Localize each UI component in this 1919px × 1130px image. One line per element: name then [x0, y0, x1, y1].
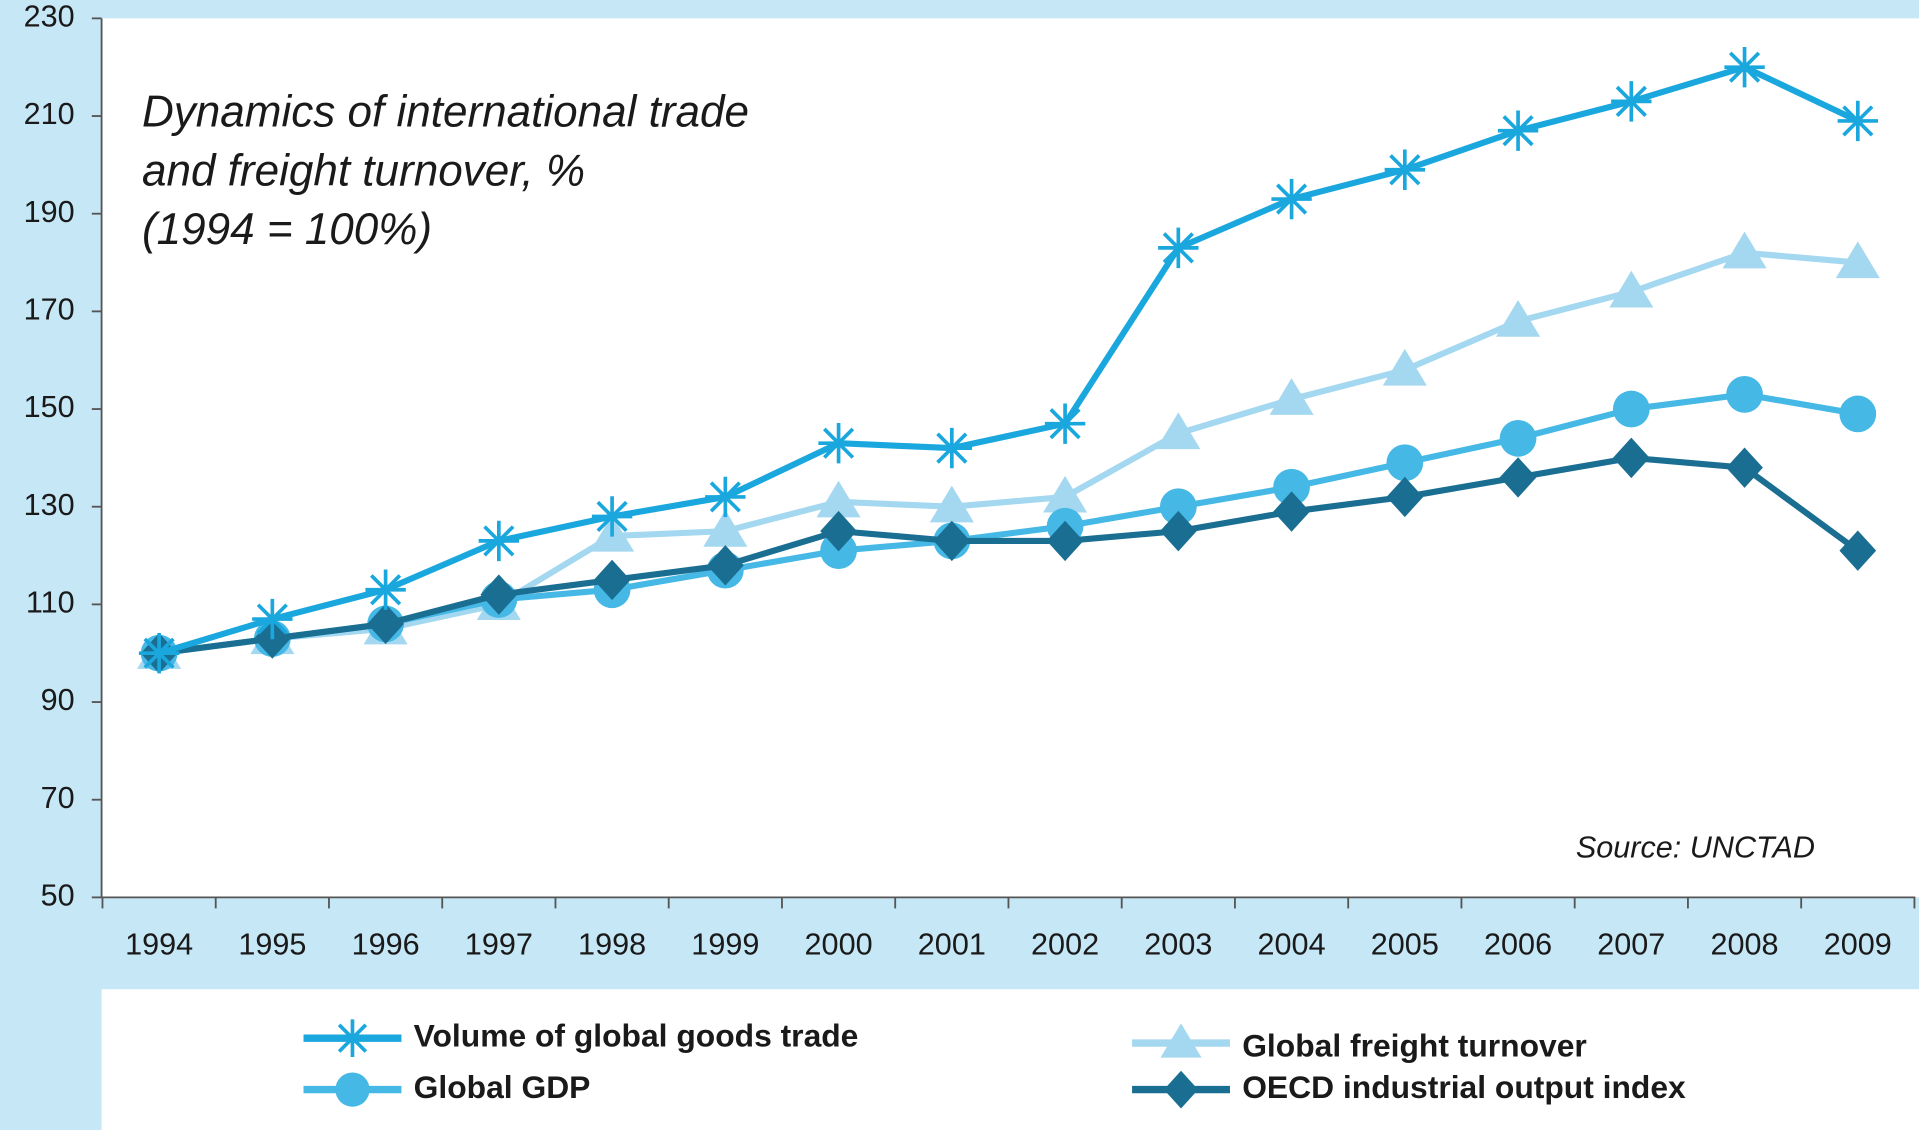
legend-label: OECD industrial output index	[1242, 1069, 1686, 1105]
y-tick-label: 210	[24, 97, 75, 131]
marker	[1273, 468, 1310, 506]
series-line	[158, 249, 1859, 657]
legend-label: Global GDP	[414, 1069, 591, 1105]
marker	[1497, 110, 1539, 151]
series-line	[158, 454, 1860, 657]
marker	[367, 603, 404, 645]
x-tick-label: 2002	[1031, 927, 1099, 961]
marker	[1386, 444, 1424, 482]
marker	[1609, 270, 1654, 308]
y-tick-label: 50	[41, 878, 75, 912]
marker	[706, 545, 744, 586]
marker	[1271, 178, 1312, 220]
marker	[1611, 81, 1652, 122]
x-tick-label: 1999	[691, 927, 759, 961]
y-tick-label: 110	[26, 585, 75, 619]
x-tick-label: 2005	[1371, 927, 1439, 961]
chart-title: Dynamics of international trade	[142, 88, 749, 137]
marker	[1273, 491, 1310, 532]
marker	[335, 1072, 370, 1107]
marker	[138, 633, 180, 674]
x-tick-label: 2007	[1597, 927, 1665, 961]
y-tick-label: 150	[24, 390, 75, 424]
x-tick-label: 1996	[352, 927, 420, 961]
marker	[818, 423, 859, 464]
marker	[333, 1019, 372, 1058]
x-tick-label: 1994	[125, 927, 193, 961]
marker	[1043, 475, 1088, 513]
x-tick-label: 2009	[1824, 927, 1892, 961]
marker	[1835, 241, 1880, 279]
chart-title: (1994 = 100%)	[142, 205, 432, 254]
marker	[931, 427, 973, 469]
y-tick-label: 170	[24, 292, 75, 326]
marker	[933, 520, 971, 562]
marker	[1724, 46, 1765, 88]
marker	[1382, 348, 1427, 386]
y-tick-label: 130	[24, 488, 75, 522]
marker	[593, 559, 631, 601]
marker	[1044, 403, 1086, 444]
chart-title: and freight turnover, %	[142, 146, 585, 195]
marker	[1384, 149, 1426, 190]
marker	[816, 480, 861, 518]
marker	[1839, 395, 1877, 433]
legend-label: Global freight turnover	[1242, 1027, 1587, 1063]
legend-box	[101, 989, 1919, 1130]
marker	[1269, 378, 1314, 415]
marker	[1160, 1023, 1202, 1058]
marker	[1726, 376, 1763, 413]
x-tick-label: 2000	[805, 927, 873, 961]
y-tick-label: 230	[24, 0, 75, 33]
marker	[591, 496, 633, 537]
x-tick-label: 1997	[465, 927, 533, 961]
x-tick-label: 2001	[918, 927, 986, 961]
marker	[1158, 227, 1199, 269]
marker	[705, 476, 746, 518]
marker	[1499, 457, 1537, 498]
y-tick-label: 90	[41, 683, 75, 717]
marker	[478, 520, 520, 562]
series-line	[158, 64, 1860, 657]
marker	[1156, 412, 1201, 450]
marker	[365, 569, 406, 610]
marker	[929, 485, 974, 523]
marker	[1722, 231, 1767, 269]
marker	[1726, 447, 1763, 488]
marker	[1496, 300, 1541, 337]
marker	[480, 574, 518, 615]
x-tick-label: 2003	[1144, 927, 1212, 961]
x-tick-label: 2008	[1711, 927, 1779, 961]
marker	[1499, 419, 1537, 457]
source-note: Source: UNCTAD	[1576, 831, 1815, 865]
marker	[1837, 100, 1879, 142]
y-tick-label: 70	[41, 781, 75, 815]
x-tick-label: 2004	[1258, 927, 1326, 961]
x-tick-label: 2006	[1484, 927, 1552, 961]
x-tick-label: 1998	[578, 927, 646, 961]
legend-label: Volume of global goods trade	[414, 1018, 859, 1054]
marker	[703, 510, 748, 547]
marker	[1612, 390, 1650, 428]
x-tick-label: 1995	[238, 927, 306, 961]
y-tick-label: 190	[24, 195, 75, 229]
marker	[252, 598, 293, 640]
marker	[1159, 488, 1197, 526]
